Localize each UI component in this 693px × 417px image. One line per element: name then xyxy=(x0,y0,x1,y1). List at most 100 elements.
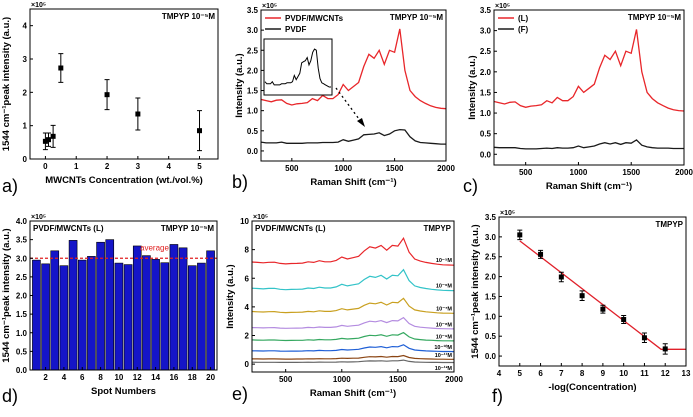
axis-multiplier: ×10⁵ xyxy=(262,3,277,10)
x-tick-label: 0 xyxy=(43,162,48,171)
panel-b: PVDF/MWCNTs PVDF 0.0 0.5 1.0 1.5 2.0 2.5 3.0 3.5 5… xyxy=(232,3,455,192)
panel-letter: e) xyxy=(232,384,248,404)
series-line-4 xyxy=(252,331,454,342)
x-tick-label: 2000 xyxy=(445,375,463,384)
panel-c: (L) (F) 0.0 0.5 1.0 1.5 2.0 2.5 3.0 3.5 500 1000 150… xyxy=(463,3,693,196)
data-point-4 xyxy=(600,306,606,312)
series-label-2: 10⁻⁷M xyxy=(436,307,452,313)
x-tick-label: 500 xyxy=(285,164,299,173)
y-tick-label: 0.0 xyxy=(480,150,492,159)
y-tick-label: 0.0 xyxy=(16,366,28,375)
series-label-3: 10⁻⁸M xyxy=(436,322,453,328)
data-point-3 xyxy=(58,65,64,71)
data-point-4 xyxy=(104,92,110,98)
plot-area xyxy=(42,53,203,152)
y-tick-label: 3.5 xyxy=(485,213,497,222)
y-tick-label: 3.0 xyxy=(485,233,497,242)
plot-frame xyxy=(29,8,219,160)
x-tick-label: 16 xyxy=(169,373,178,382)
y-tick-label: 1.0 xyxy=(480,109,492,118)
y-tick-label: 0.5 xyxy=(247,127,259,136)
x-tick-label: 1000 xyxy=(334,164,352,173)
x-tick-label: 7 xyxy=(559,369,564,378)
y-tick-label: 1.0 xyxy=(485,312,497,321)
x-tick-label: 20 xyxy=(206,373,215,382)
y-tick-label: 1.0 xyxy=(16,329,28,338)
x-tick-label: 4 xyxy=(166,162,171,171)
bar-spot-19 xyxy=(197,262,206,370)
x-tick-label: 500 xyxy=(279,375,293,384)
x-axis-label: Raman Shift (cm⁻¹) xyxy=(546,181,632,192)
y-tick-label: 0 xyxy=(245,360,250,369)
series-line-0 xyxy=(494,29,684,112)
y-axis-label: Intensity (a.u.) xyxy=(467,55,478,119)
panel-a: 0 1 2 3 4 0 1 2 3 4 5 ×10⁵ TMPYP 10⁻⁵M MWCNTs Concent… xyxy=(1,2,219,196)
annotation: TMPYP 10⁻⁵M xyxy=(628,13,682,22)
data-point-6 xyxy=(641,335,647,341)
bar-spot-20 xyxy=(206,250,215,370)
y-tick-label: 4 xyxy=(245,303,250,312)
x-tick-label: 1 xyxy=(74,162,79,171)
x-tick-label: 2 xyxy=(43,373,48,382)
series-label-7: 10⁻¹²M xyxy=(435,365,453,372)
plot-area xyxy=(252,236,454,364)
plot-area xyxy=(30,239,217,370)
x-axis-label: Raman Shift (cm⁻¹) xyxy=(310,388,396,399)
x-tick-label: 2000 xyxy=(437,164,455,173)
y-tick-label: 0.5 xyxy=(16,347,28,356)
data-point-2 xyxy=(50,133,56,139)
y-tick-label: 0.5 xyxy=(480,130,492,139)
bar-spot-4 xyxy=(59,265,69,370)
panel-letter: b) xyxy=(232,172,248,192)
bar-spot-14 xyxy=(151,259,160,370)
y-tick-label: 8 xyxy=(245,246,250,255)
panel-f: 0.0 0.5 1.0 1.5 2.0 2.5 3.0 3.5 4 5 6 7 8 9 10 11 12 13 ×1… xyxy=(470,210,691,406)
data-point-2 xyxy=(558,274,564,280)
axis-multiplier: ×10⁵ xyxy=(495,3,510,10)
legend-label-0: PVDF/MWCNTs xyxy=(285,14,344,23)
annotation: TMPYP 10⁻⁵M xyxy=(390,13,444,22)
x-tick-label: 10 xyxy=(619,369,628,378)
x-tick-label: 9 xyxy=(601,369,606,378)
x-tick-label: 14 xyxy=(151,373,160,382)
data-point-1 xyxy=(538,251,544,257)
bar-spot-6 xyxy=(77,259,87,370)
y-tick-label: 3.5 xyxy=(480,6,492,15)
bar-spot-5 xyxy=(68,240,78,370)
x-tick-label: 4 xyxy=(497,369,502,378)
series-line-7 xyxy=(252,359,454,364)
x-tick-label: 2000 xyxy=(675,168,693,177)
inset-arrow-head xyxy=(357,118,365,127)
series-line-1 xyxy=(252,268,454,292)
y-axis-label: 1544 cm⁻¹peak intensity (a.u.) xyxy=(470,224,481,358)
y-tick-label: 2.0 xyxy=(485,273,497,282)
x-tick-label: 11 xyxy=(640,369,649,378)
x-axis-label: Raman Shift (cm⁻¹) xyxy=(310,177,396,188)
x-tick-label: 2 xyxy=(105,162,110,171)
axis-multiplier: ×10⁵ xyxy=(500,210,515,217)
bar-spot-7 xyxy=(87,256,96,370)
series-label-5: 10⁻¹⁰M xyxy=(434,344,452,351)
x-tick-label: 6 xyxy=(538,369,543,378)
series-line-0 xyxy=(252,236,454,266)
y-tick-label: 2 xyxy=(245,332,250,341)
bar-spot-17 xyxy=(178,247,188,370)
series-label-1: 10⁻⁶M xyxy=(436,284,453,290)
y-axis-label: 1544 cm⁻¹peak intensity (a.u.) xyxy=(1,17,12,151)
y-tick-label: 2.0 xyxy=(480,68,492,77)
bar-spot-13 xyxy=(142,255,151,370)
x-tick-label: 12 xyxy=(661,369,670,378)
y-tick-label: 3.0 xyxy=(247,26,259,35)
y-tick-label: 3.5 xyxy=(247,6,259,15)
y-tick-label: 2.5 xyxy=(485,253,497,262)
y-tick-label: 1.0 xyxy=(247,107,259,116)
bar-spot-9 xyxy=(105,239,115,370)
series-line-1 xyxy=(261,128,446,145)
legend-label-1: (F) xyxy=(518,25,529,34)
x-axis-label: -log(Concentration) xyxy=(548,382,636,393)
y-tick-label: 3.5 xyxy=(16,236,28,245)
x-axis-label: MWCNTs Concentration (wt./vol.%) xyxy=(45,175,203,186)
plot-area xyxy=(261,28,446,145)
bar-spot-16 xyxy=(169,244,179,370)
